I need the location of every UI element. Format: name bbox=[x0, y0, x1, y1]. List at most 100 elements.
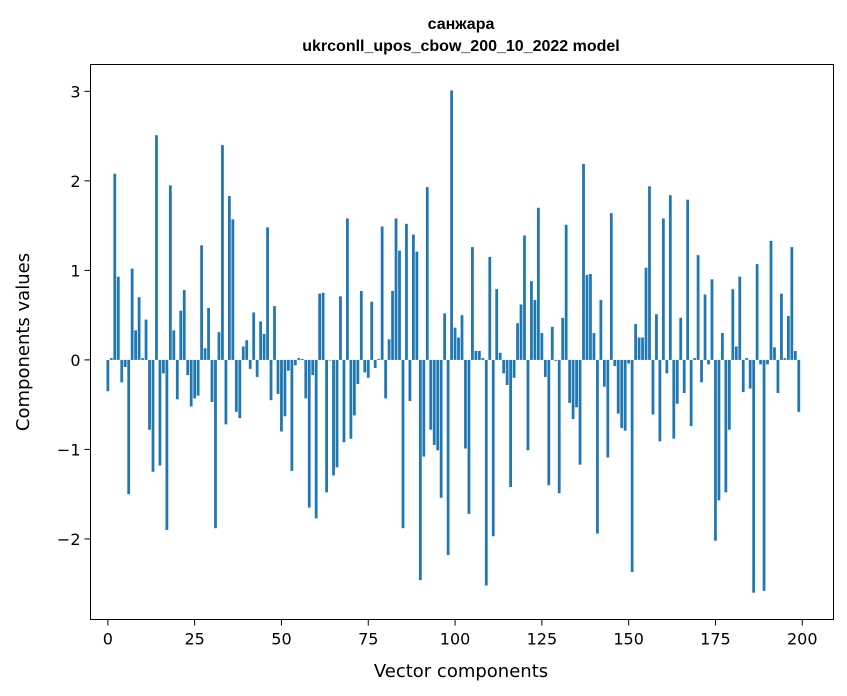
bar bbox=[547, 359, 551, 486]
bar bbox=[356, 359, 360, 385]
bar bbox=[283, 359, 287, 417]
bar bbox=[481, 358, 485, 360]
bar bbox=[505, 359, 509, 385]
bar bbox=[613, 359, 617, 367]
bar bbox=[637, 337, 641, 360]
bar bbox=[123, 359, 127, 368]
bar bbox=[287, 359, 290, 371]
bar bbox=[137, 297, 141, 360]
bar bbox=[262, 333, 266, 360]
bar bbox=[155, 135, 158, 360]
bar bbox=[488, 256, 492, 360]
bar bbox=[443, 313, 447, 360]
bar bbox=[780, 293, 783, 360]
bar bbox=[526, 359, 530, 451]
bar bbox=[130, 268, 134, 360]
bar bbox=[377, 359, 381, 360]
bar bbox=[655, 314, 658, 360]
bar bbox=[168, 185, 172, 360]
bar bbox=[644, 267, 648, 360]
bar bbox=[113, 173, 117, 360]
bar bbox=[193, 359, 197, 399]
bar bbox=[314, 359, 318, 519]
bar bbox=[467, 359, 471, 514]
bar bbox=[714, 359, 717, 541]
bar bbox=[127, 359, 131, 495]
bar bbox=[436, 359, 440, 451]
bar bbox=[300, 359, 304, 360]
bar bbox=[498, 352, 502, 360]
y-tick-label: 2 bbox=[70, 172, 80, 191]
bar bbox=[540, 333, 544, 360]
bar bbox=[273, 306, 276, 360]
bar bbox=[696, 255, 700, 360]
bar bbox=[425, 187, 429, 360]
bar bbox=[648, 186, 651, 360]
bar bbox=[693, 358, 697, 360]
bar bbox=[589, 273, 592, 360]
bar bbox=[776, 359, 780, 394]
bar bbox=[491, 359, 495, 537]
bar bbox=[731, 289, 735, 360]
bar bbox=[311, 359, 315, 376]
chart-subtitle: ukrconll_upos_cbow_200_10_2022 model bbox=[302, 38, 619, 55]
bar bbox=[415, 251, 419, 360]
bar bbox=[120, 359, 124, 383]
bar bbox=[325, 359, 328, 493]
bar bbox=[755, 264, 759, 360]
x-tick-label: 50 bbox=[271, 630, 291, 649]
x-tick-label: 150 bbox=[613, 630, 644, 649]
bar bbox=[457, 337, 460, 360]
bar bbox=[641, 337, 644, 360]
bar bbox=[721, 333, 724, 360]
bar bbox=[186, 359, 190, 376]
bar bbox=[224, 359, 228, 425]
bar bbox=[175, 359, 179, 400]
bar bbox=[620, 359, 624, 428]
bar bbox=[484, 359, 488, 586]
plot-area-frame bbox=[90, 64, 834, 620]
bar bbox=[557, 359, 561, 494]
bar bbox=[266, 227, 269, 360]
bar bbox=[773, 347, 776, 360]
bar bbox=[217, 332, 221, 360]
bar bbox=[672, 359, 676, 439]
bar bbox=[741, 359, 745, 393]
bar bbox=[359, 290, 363, 360]
bar bbox=[727, 359, 731, 430]
x-tick-label: 175 bbox=[700, 630, 731, 649]
bar bbox=[616, 359, 620, 414]
bar bbox=[394, 218, 398, 360]
x-tick-label: 125 bbox=[527, 630, 558, 649]
bar bbox=[418, 359, 422, 581]
bar bbox=[349, 359, 353, 439]
bar bbox=[387, 339, 391, 360]
bar bbox=[474, 350, 478, 360]
bar bbox=[602, 359, 606, 387]
bar bbox=[748, 359, 752, 389]
bar bbox=[134, 330, 138, 360]
bar-series bbox=[106, 90, 801, 593]
bar bbox=[391, 290, 394, 360]
bar bbox=[651, 359, 655, 415]
bar bbox=[790, 247, 794, 360]
bar bbox=[543, 359, 547, 377]
x-tick-label: 0 bbox=[103, 630, 113, 649]
bar bbox=[158, 359, 162, 466]
bar bbox=[665, 359, 669, 374]
bar bbox=[346, 218, 349, 360]
bar bbox=[793, 350, 797, 360]
bar bbox=[682, 359, 686, 394]
bar bbox=[231, 219, 235, 360]
y-tick-label: 0 bbox=[70, 351, 80, 370]
bar bbox=[207, 307, 210, 360]
bar bbox=[596, 359, 599, 534]
bar bbox=[245, 340, 249, 360]
bar bbox=[297, 358, 301, 360]
bar bbox=[689, 359, 693, 427]
bar bbox=[724, 359, 728, 493]
y-tick-label: 1 bbox=[70, 261, 80, 280]
bar bbox=[568, 359, 572, 403]
